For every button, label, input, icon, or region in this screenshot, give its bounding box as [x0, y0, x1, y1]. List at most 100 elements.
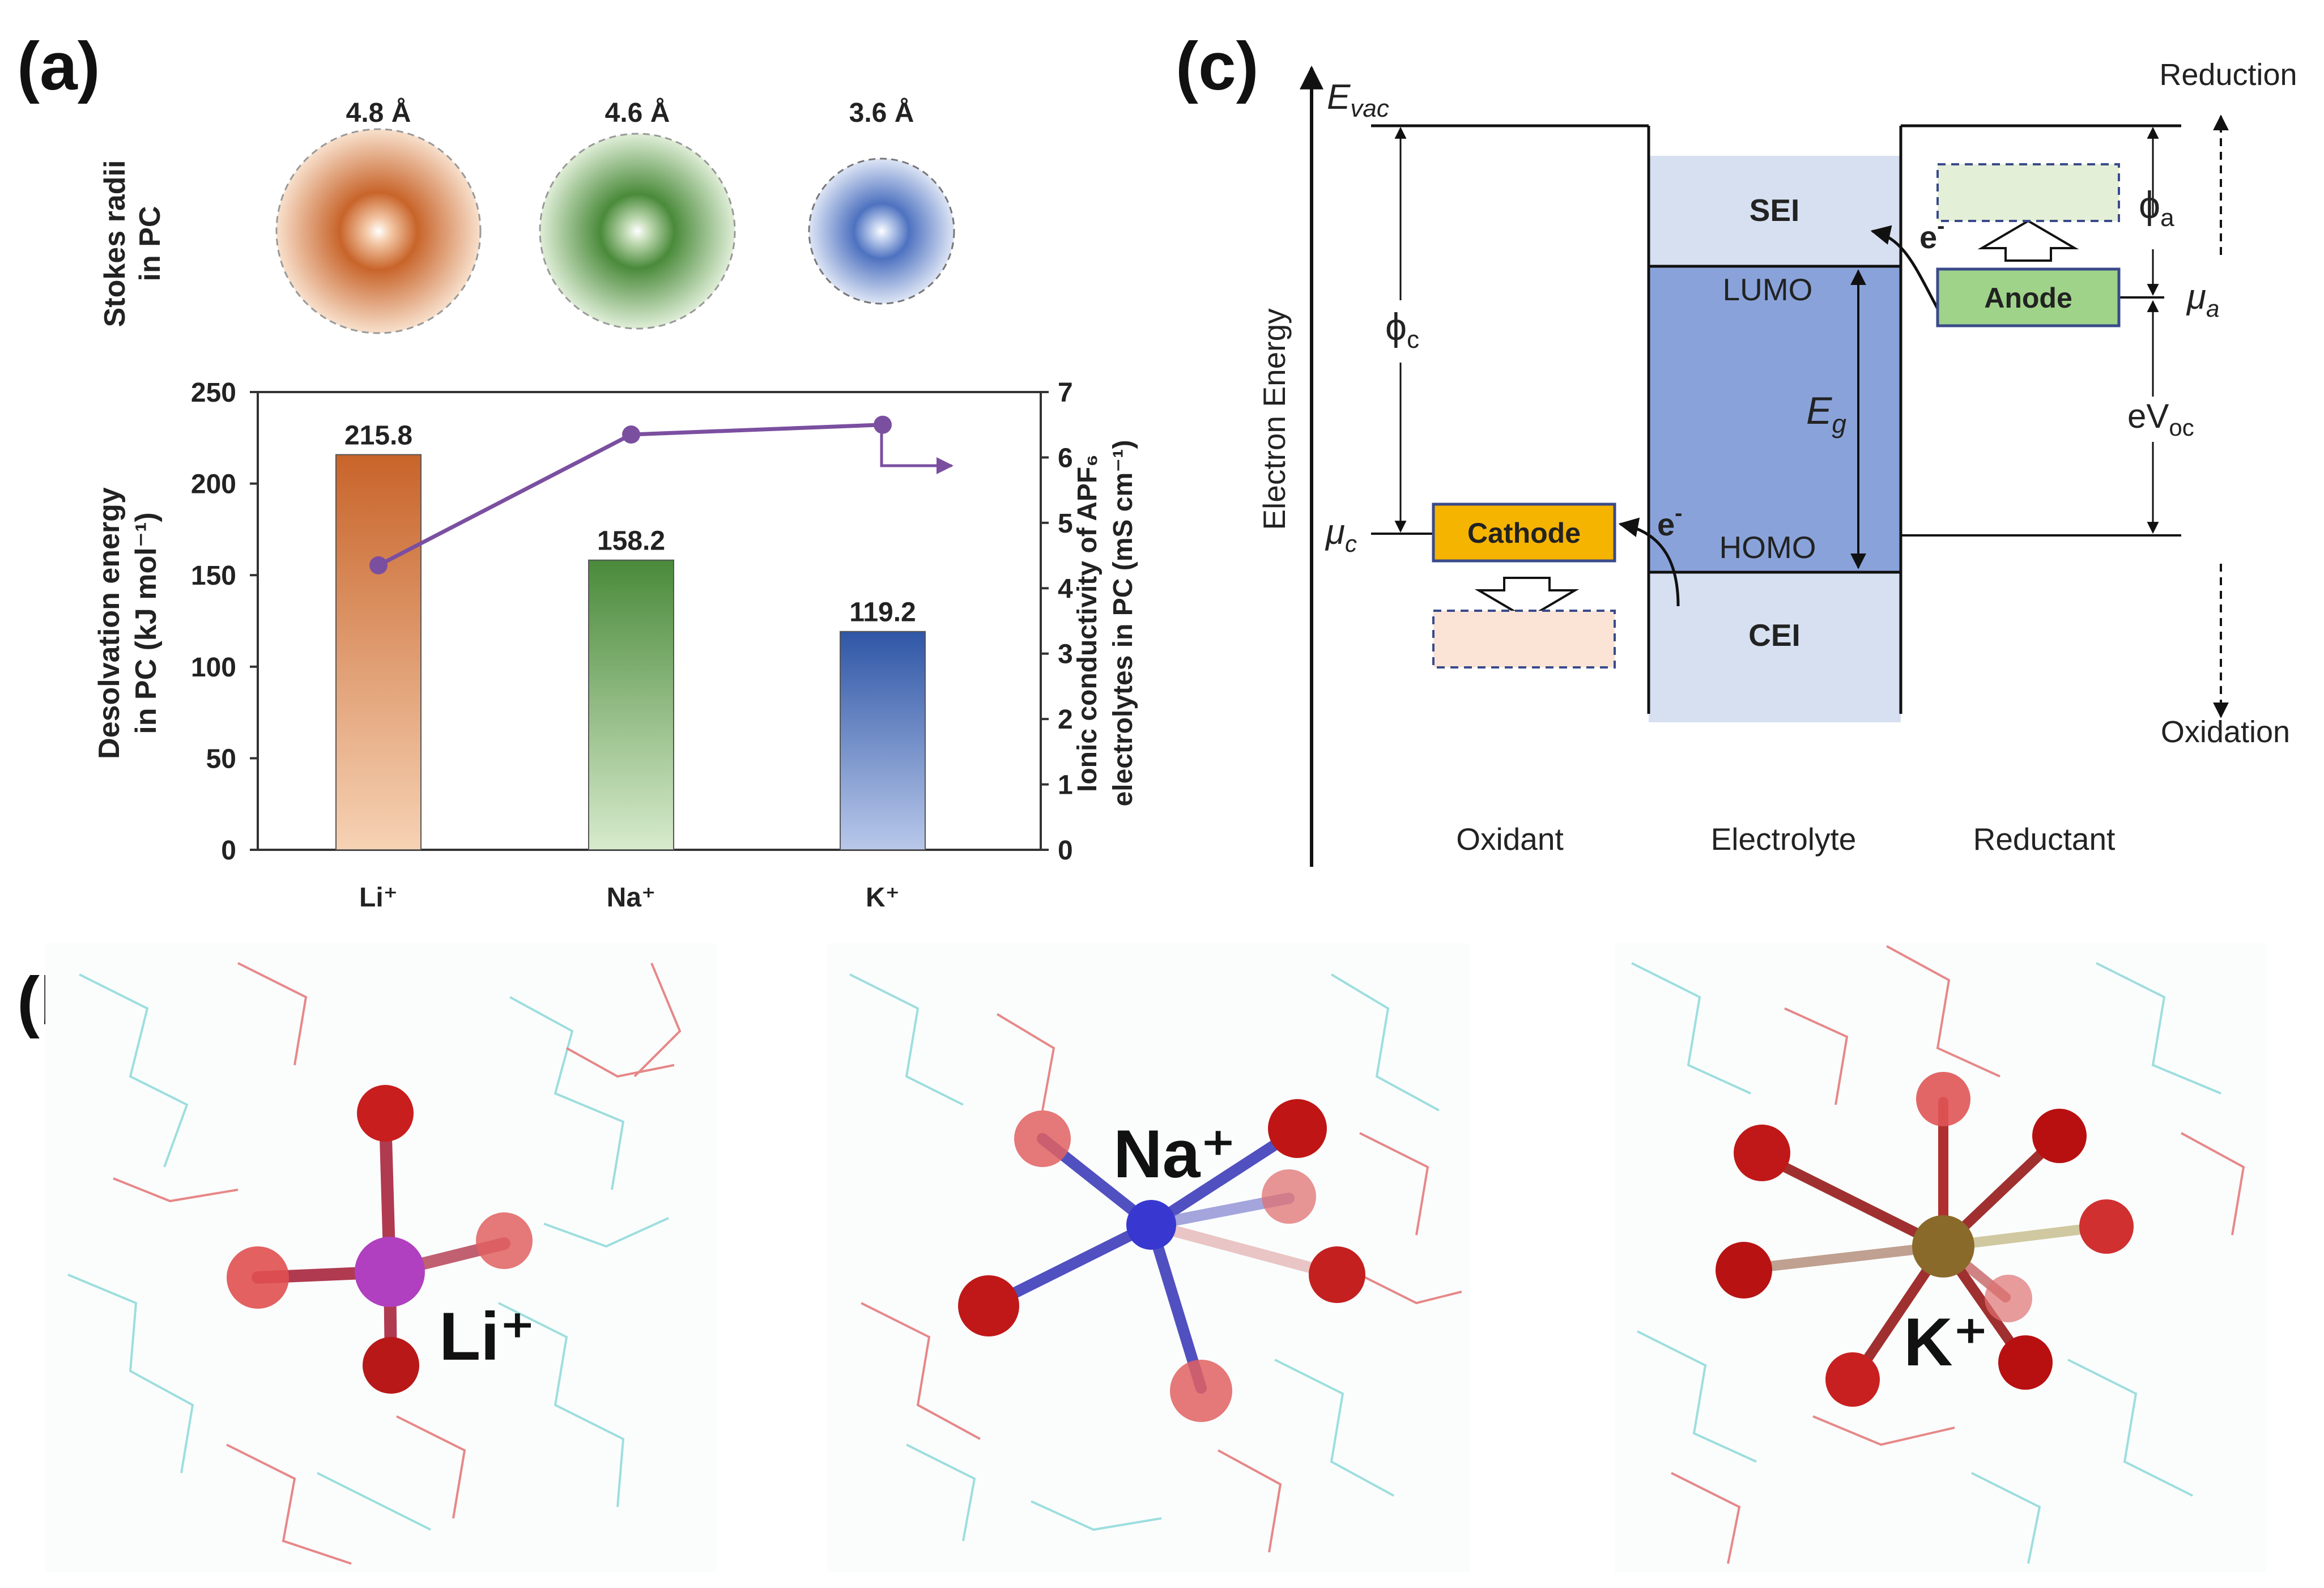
stokes-k-sphere	[808, 157, 955, 305]
panel-c: (c) Electron Energy Evac ϕc μc Cathode S…	[1176, 28, 2297, 867]
stokes-li-label: 4.8 Å	[346, 97, 411, 128]
evac-label: Evac	[1327, 78, 1389, 122]
na-solvation-structure: Na⁺	[827, 943, 1470, 1572]
bar-value-label: 215.8	[344, 421, 412, 451]
e-minus-cathode: e-	[1657, 501, 1682, 542]
anode-label: Anode	[1984, 282, 2072, 314]
na-oxygen-atom	[1170, 1360, 1232, 1422]
k-oxygen-atom	[1916, 1072, 1970, 1126]
conductivity-line	[369, 415, 892, 574]
y-right-tick-label: 0	[1058, 836, 1073, 866]
mu-a-label: μa	[2186, 278, 2219, 322]
y-left-tick-label: 0	[221, 836, 236, 866]
li-solvent-lines	[67, 962, 682, 1565]
na-oxygen-atom	[1014, 1110, 1071, 1167]
y-right-tick-label: 1	[1058, 770, 1073, 801]
y-right-tick-label: 6	[1058, 443, 1073, 473]
x-tick-labels: Li⁺ Na⁺ K⁺	[359, 883, 900, 913]
li-oxygen-atom	[476, 1212, 533, 1269]
oxidation-label: Oxidation	[2161, 715, 2290, 749]
y-right-label-line1: Ionic conductivity of APF₆	[1072, 454, 1103, 792]
y-left-tick-label: 150	[191, 561, 236, 591]
oxidant-label: Oxidant	[1456, 821, 1564, 857]
na-ion-label: Na⁺	[1113, 1116, 1236, 1192]
evoc-label: eVoc	[2127, 397, 2194, 441]
k-oxygen-atom	[1734, 1125, 1790, 1181]
k-oxygen-atom	[1825, 1352, 1880, 1407]
panel-b: (b)	[17, 943, 2266, 1572]
panel-a: (a) Stokes radii in PC 4.8 Å 4.6 Å 3.6 Å…	[17, 28, 1138, 913]
k-solvation-structure: K⁺	[1615, 943, 2266, 1572]
mu-c-label: μc	[1325, 513, 1357, 557]
y-left-tick-label: 200	[191, 470, 236, 500]
na-oxygen-atom	[1309, 1246, 1365, 1303]
anode-oxidized-box	[1936, 163, 2120, 222]
y-left-tick-label: 100	[191, 653, 236, 683]
electrolyte-label: Electrolyte	[1711, 821, 1857, 857]
bar-2	[840, 631, 926, 850]
electron-energy-label: Electron Energy	[1257, 308, 1292, 530]
k-oxygen-atom	[1998, 1335, 2053, 1390]
bars: 215.8 158.2 119.2	[335, 421, 926, 850]
panel-c-label: (c)	[1176, 28, 1259, 104]
k-oxygen-atom	[2079, 1199, 2134, 1254]
y-left-label-line2: in PC (kJ mol⁻¹)	[130, 512, 163, 734]
y-left-tick-label: 50	[206, 744, 236, 774]
y-left-tick-label: 250	[191, 378, 236, 408]
anode-electron-arrow	[1870, 225, 1939, 310]
cathode-reduced-box	[1432, 610, 1616, 669]
stokes-k-label: 3.6 Å	[849, 97, 914, 128]
k-solvent-lines	[1631, 945, 2245, 1564]
stokes-radii: Stokes radii in PC 4.8 Å 4.6 Å 3.6 Å	[99, 97, 955, 334]
stokes-title-line1: Stokes radii	[99, 160, 131, 327]
k-oxygen-atom	[1985, 1275, 2032, 1322]
stokes-li-sphere	[275, 128, 482, 334]
cathode-label: Cathode	[1467, 517, 1581, 549]
sei-label: SEI	[1750, 193, 1800, 228]
x-tick-label: Na⁺	[607, 883, 656, 913]
y-right-tick-label: 2	[1058, 705, 1073, 735]
anode-box	[1936, 267, 2121, 327]
lumo-label: LUMO	[1723, 272, 1813, 307]
desolvation-chart: 0 50 100 150 200 250 0 1 2 3 4 5 6 7 215.8 158.2 119.2…	[93, 378, 1138, 913]
anode-up-arrow	[1977, 219, 2079, 262]
left-axis-ticks: 0 50 100 150 200 250	[191, 378, 258, 866]
na-structure-background	[827, 943, 1470, 1572]
na-solvent-lines	[849, 973, 1462, 1553]
right-axis-indicator-arrow	[880, 419, 954, 474]
bar-value-label: 119.2	[849, 598, 916, 628]
cathode-down-arrow	[1474, 577, 1580, 620]
bar-value-label: 158.2	[597, 526, 665, 556]
na-oxygen-atom	[1268, 1099, 1327, 1158]
stokes-na-label: 4.6 Å	[605, 97, 670, 128]
phi-a-label: ϕa	[2139, 184, 2174, 232]
cathode-electron-arrow	[1618, 517, 1680, 607]
k-oxygen-atom	[1716, 1242, 1772, 1299]
eg-label: Eg	[1806, 389, 1846, 438]
y-right-tick-label: 7	[1058, 378, 1073, 408]
x-tick-label: K⁺	[866, 883, 900, 913]
reduction-label: Reduction	[2159, 58, 2297, 92]
na-oxygen-atom	[1262, 1169, 1316, 1224]
stokes-na-sphere	[539, 133, 736, 330]
li-ion-label: Li⁺	[439, 1299, 535, 1374]
right-axis-ticks: 0 1 2 3 4 5 6 7	[1041, 378, 1073, 866]
x-tick-label: Li⁺	[359, 883, 398, 913]
electrolyte-window	[1649, 266, 1901, 572]
reductant-label: Reductant	[1973, 821, 2116, 857]
cathode-box	[1432, 503, 1616, 563]
k-ion-label: K⁺	[1904, 1304, 1989, 1380]
k-ion-atom	[1912, 1215, 1974, 1278]
na-oxygen-atom	[958, 1275, 1019, 1336]
y-right-label-line2: electrolytes in PC (mS cm⁻¹)	[1108, 440, 1138, 807]
cei-label: CEI	[1748, 618, 1801, 653]
y-right-tick-label: 3	[1058, 640, 1073, 670]
phi-c-label: ϕc	[1385, 305, 1419, 354]
y-right-tick-label: 4	[1058, 574, 1073, 604]
bar-0	[335, 454, 422, 850]
na-ion-atom	[1126, 1200, 1176, 1250]
li-solvation-structure: Li⁺	[45, 943, 717, 1572]
y-right-tick-label: 5	[1058, 509, 1073, 539]
bar-1	[588, 559, 674, 850]
